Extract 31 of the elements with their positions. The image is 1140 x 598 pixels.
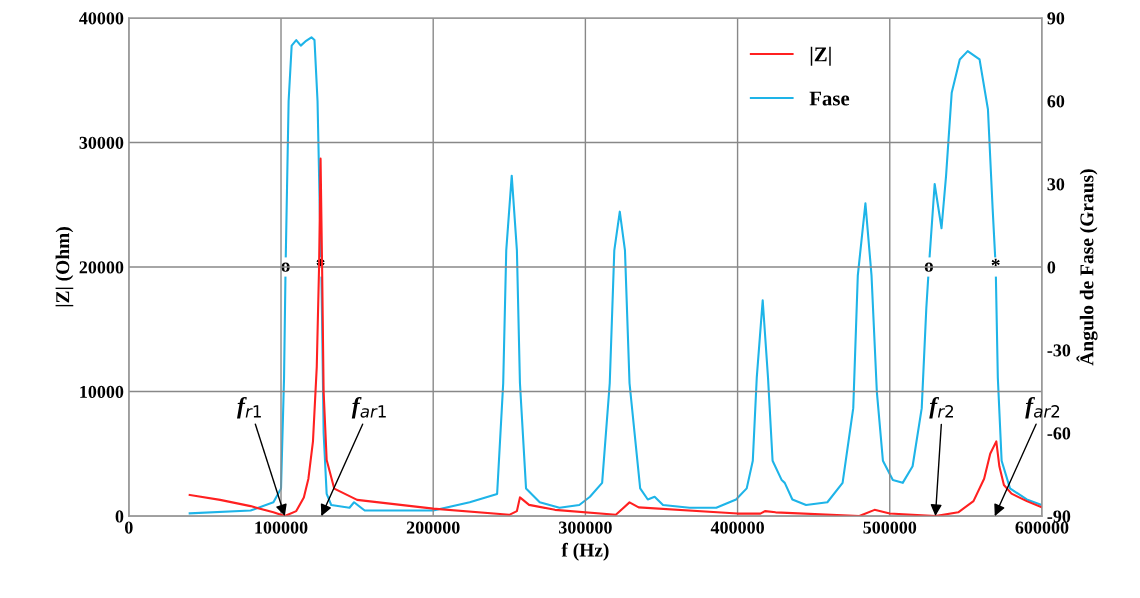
y2-tick-label: -60 bbox=[1047, 427, 1071, 440]
y2-tick-label: 90 bbox=[1047, 12, 1065, 25]
y2-tick-label: 0 bbox=[1047, 261, 1056, 274]
x-tick-label: 500000 bbox=[863, 521, 917, 534]
y2-tick-label: 60 bbox=[1047, 95, 1065, 108]
y2-tick-label: -30 bbox=[1047, 344, 1071, 357]
annotation: o bbox=[281, 262, 290, 272]
y-tick-label: 0 bbox=[115, 510, 124, 523]
x-tick-label: 300000 bbox=[558, 521, 612, 534]
annotation: f$_{ar2}$ bbox=[1025, 396, 1060, 419]
x-tick-label: 100000 bbox=[255, 521, 308, 534]
y2-tick-label: 30 bbox=[1047, 178, 1065, 191]
annotation: f$_{ar1}$ bbox=[351, 396, 386, 419]
x-tick-label: 400000 bbox=[710, 521, 764, 534]
legend-label: Fase bbox=[809, 91, 850, 106]
y-tick-label: 40000 bbox=[79, 12, 124, 25]
y-tick-label: 30000 bbox=[79, 136, 124, 149]
x-tick-label: 0 bbox=[124, 521, 133, 534]
y-tick-label: 10000 bbox=[80, 385, 124, 398]
y-tick-label: 20000 bbox=[79, 261, 124, 274]
annotation: o bbox=[924, 262, 933, 272]
annotation: f$_{r2}$ bbox=[929, 396, 954, 419]
x-tick-label: 600000 bbox=[1015, 521, 1069, 534]
annotation: f$_{r1}$ bbox=[236, 396, 261, 419]
legend-label: |Z| bbox=[810, 46, 831, 66]
y2-tick-label: -90 bbox=[1047, 510, 1071, 523]
y2-axis-title: Ângulo de Fase (Graus) bbox=[1076, 169, 1098, 366]
y-axis-title: |Z| (Ohm) bbox=[55, 227, 74, 307]
annotation: * bbox=[991, 258, 1000, 267]
x-axis-title: f (Hz) bbox=[561, 542, 609, 561]
x-tick-label: 200000 bbox=[406, 521, 460, 534]
